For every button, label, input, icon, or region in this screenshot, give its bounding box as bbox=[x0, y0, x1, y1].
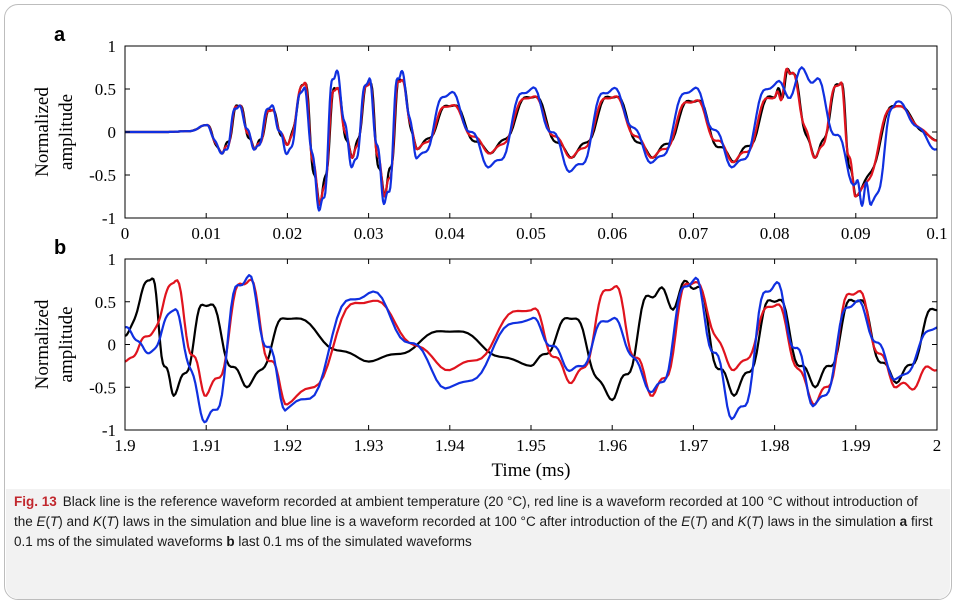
y-tick-label: -0.5 bbox=[89, 378, 116, 397]
y-tick-label: 1 bbox=[108, 250, 117, 269]
y-axis-label-line2: amplitude bbox=[56, 94, 77, 170]
panel-label: a bbox=[54, 24, 66, 46]
caption-label: Fig. 13 bbox=[14, 494, 57, 509]
x-tick-label: 1.91 bbox=[191, 436, 221, 455]
x-tick-label: 0.06 bbox=[597, 224, 627, 243]
y-tick-label: 0 bbox=[108, 336, 117, 355]
y-axis-label-line1: Normalized bbox=[32, 87, 53, 177]
figure-chart: 0 0.01 0.02 0.03 0.04 0.05 0.06 0.07 0.08 0.09 0.1… bbox=[32, 24, 948, 481]
x-tick-label: 0.05 bbox=[516, 224, 546, 243]
y-tick-label: 0.5 bbox=[95, 80, 116, 99]
x-tick-label: 1.93 bbox=[354, 436, 384, 455]
series-line-with_laws bbox=[125, 274, 937, 424]
x-tick-label: 0.1 bbox=[926, 224, 947, 243]
x-tick-label: 0.04 bbox=[435, 224, 465, 243]
x-tick-label: 1.9 bbox=[114, 436, 135, 455]
y-axis-label-line2: amplitude bbox=[56, 307, 77, 383]
y-tick-label: 0.5 bbox=[95, 293, 116, 312]
series-line-with_laws bbox=[125, 66, 937, 212]
x-tick-label: 1.95 bbox=[516, 436, 546, 455]
x-tick-label: 0.08 bbox=[760, 224, 790, 243]
x-tick-label: 0.07 bbox=[679, 224, 709, 243]
figure-caption: Fig. 13 Black line is the reference wavef… bbox=[14, 492, 934, 552]
x-tick-label: 0.03 bbox=[354, 224, 384, 243]
y-axis-label-line1: Normalized bbox=[32, 299, 53, 389]
x-tick-label: 1.99 bbox=[841, 436, 871, 455]
x-tick-label: 0 bbox=[121, 224, 130, 243]
x-axis-label: Time (ms) bbox=[491, 460, 570, 481]
x-tick-label: 0.09 bbox=[841, 224, 871, 243]
x-tick-label: 1.96 bbox=[597, 436, 627, 455]
x-tick-label: 1.97 bbox=[679, 436, 709, 455]
caption-text: Black line is the reference waveform rec… bbox=[14, 494, 933, 549]
x-tick-label: 2 bbox=[933, 436, 942, 455]
series-line-reference bbox=[125, 277, 937, 402]
panel-label: b bbox=[54, 237, 66, 259]
x-tick-label: 0.02 bbox=[273, 224, 303, 243]
series-line-no_laws bbox=[125, 278, 937, 406]
x-tick-label: 1.92 bbox=[273, 436, 303, 455]
caption-background bbox=[6, 489, 950, 599]
y-tick-label: -1 bbox=[102, 209, 116, 228]
x-tick-label: 1.98 bbox=[760, 436, 790, 455]
y-tick-label: -0.5 bbox=[89, 166, 116, 185]
y-tick-label: 0 bbox=[108, 123, 117, 142]
x-tick-label: 1.94 bbox=[435, 436, 465, 455]
y-tick-label: 1 bbox=[108, 37, 117, 56]
x-tick-label: 0.01 bbox=[191, 224, 221, 243]
figure-frame bbox=[4, 4, 952, 600]
y-tick-label: -1 bbox=[102, 421, 116, 440]
